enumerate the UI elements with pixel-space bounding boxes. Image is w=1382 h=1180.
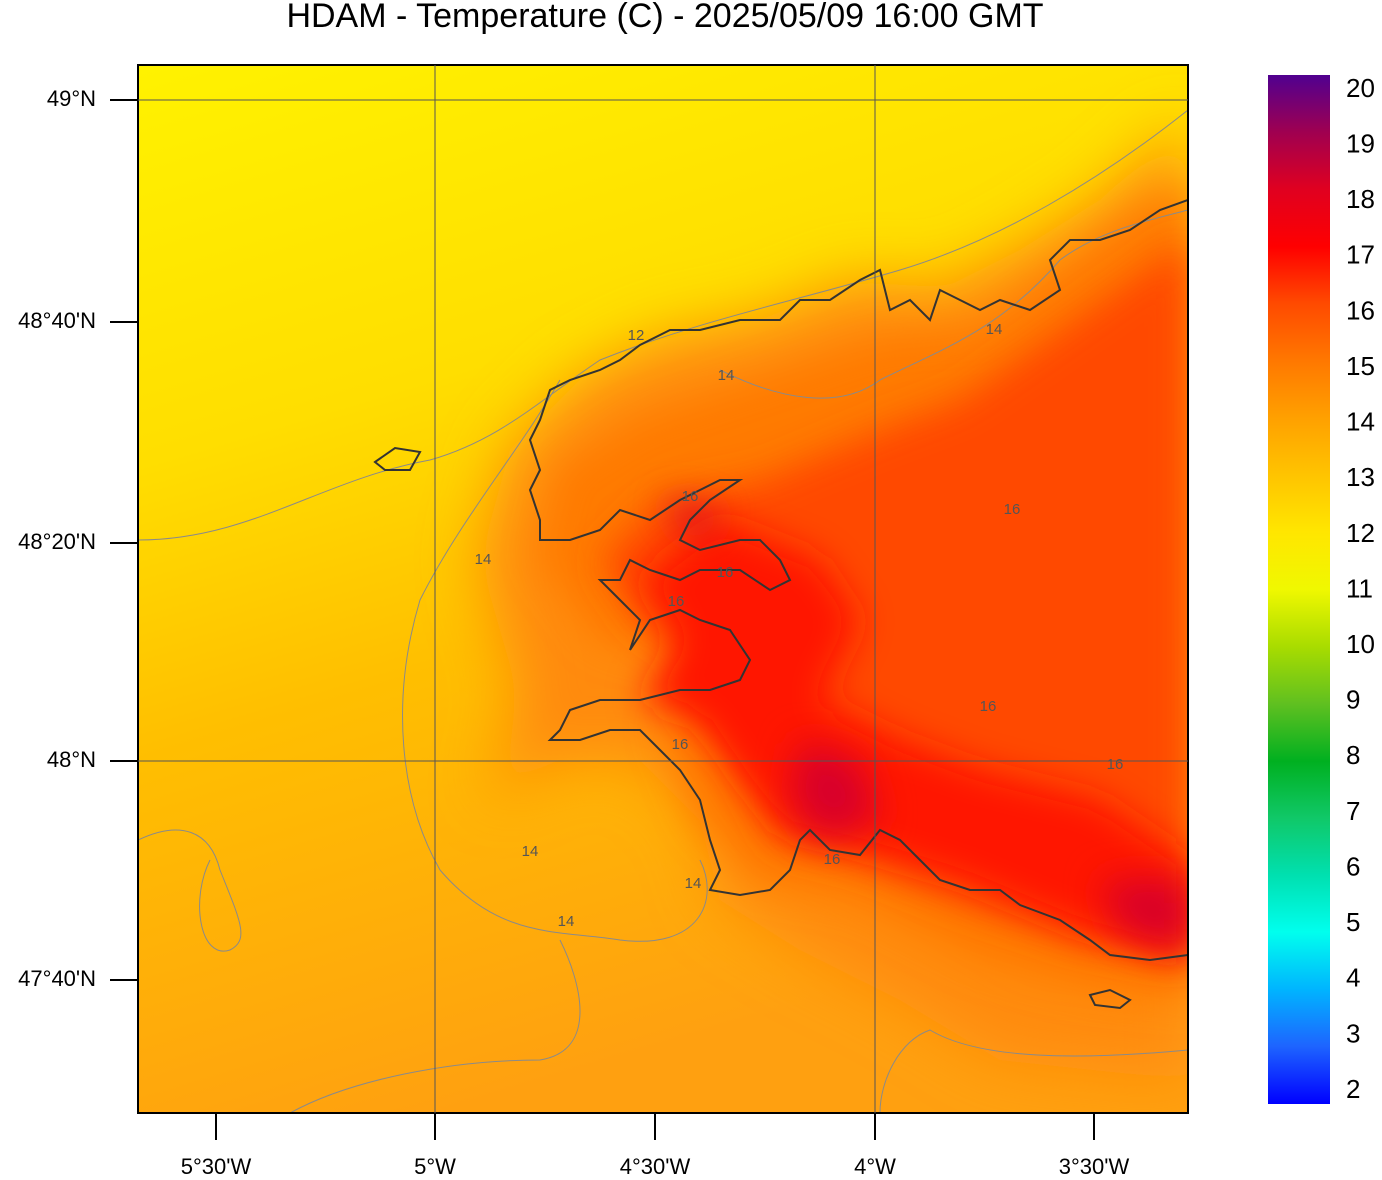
colorbar-label: 4: [1346, 963, 1360, 993]
colorbar-label: 10: [1346, 629, 1375, 659]
colorbar-labels: 20 19 18 17 16 15 14 13 12 11 10 9 8 7 6 5 4 3 2: [1346, 73, 1375, 1104]
contours: [138, 109, 1188, 1113]
axis-ticks: 49°N 48°40'N 48°20'N 48°N 47°40'N 5°30'W 5°W 4°…: [18, 86, 1129, 1179]
colorbar-label: 18: [1346, 184, 1375, 214]
colorbar-label: 11: [1346, 573, 1373, 603]
map-frame: [137, 64, 1189, 1114]
contour-label: 14: [718, 367, 735, 384]
contour-label: 16: [980, 698, 997, 715]
colorbar-label: 6: [1346, 851, 1360, 881]
contour-label: 16: [824, 851, 841, 868]
coastline: [528, 199, 1188, 962]
lon-label: 4°30'W: [620, 1154, 691, 1179]
lat-label: 48°20'N: [18, 529, 96, 554]
graticule: [138, 65, 1188, 1113]
contour-label: 16: [682, 488, 699, 505]
colorbar-label: 8: [1346, 740, 1360, 770]
contour-label: 16: [668, 593, 685, 610]
map-title: HDAM - Temperature (C) - 2025/05/09 16:0…: [286, 0, 1043, 35]
colorbar-label: 3: [1346, 1018, 1360, 1048]
colorbar-label: 12: [1346, 518, 1375, 548]
colorbar-label: 2: [1346, 1074, 1360, 1104]
contour-label: 14: [685, 875, 702, 892]
colorbar: [1268, 75, 1330, 1104]
lon-label: 5°W: [414, 1154, 456, 1179]
colorbar-label: 9: [1346, 685, 1360, 715]
lon-label: 5°30'W: [181, 1154, 252, 1179]
contour-label: 16: [672, 736, 689, 753]
contour-label: 14: [986, 321, 1003, 338]
contour-labels: 12 14 14 14 14 14 14 16 16 16 16 16 16 16 16: [475, 321, 1124, 930]
contour-label: 16: [717, 564, 734, 581]
lat-label: 48°N: [47, 747, 96, 772]
contour-label: 12: [628, 327, 645, 344]
contour-label: 16: [1107, 756, 1124, 773]
contour-label: 14: [522, 843, 539, 860]
contour-label: 14: [558, 913, 575, 930]
lon-label: 4°W: [854, 1154, 896, 1179]
colorbar-label: 14: [1346, 407, 1375, 437]
lat-label: 47°40'N: [18, 966, 96, 991]
colorbar-label: 17: [1346, 240, 1375, 270]
colorbar-label: 5: [1346, 907, 1360, 937]
temperature-field: [138, 65, 1188, 1113]
colorbar-label: 13: [1346, 462, 1375, 492]
lat-label: 48°40'N: [18, 308, 96, 333]
colorbar-label: 16: [1346, 295, 1375, 325]
lat-label: 49°N: [47, 86, 96, 111]
colorbar-label: 7: [1346, 796, 1360, 826]
colorbar-label: 15: [1346, 351, 1375, 381]
colorbar-label: 19: [1346, 128, 1375, 158]
contour-label: 16: [1004, 501, 1021, 518]
lon-label: 3°30'W: [1059, 1154, 1130, 1179]
colorbar-label: 20: [1346, 73, 1375, 103]
contour-label: 14: [475, 551, 492, 568]
